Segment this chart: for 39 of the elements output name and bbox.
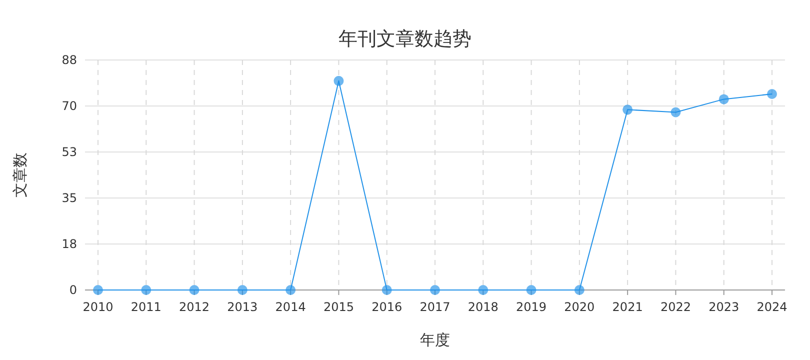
point xyxy=(430,285,440,295)
x-tick-label: 2022 xyxy=(660,300,691,314)
x-tick-label: 2015 xyxy=(323,300,354,314)
x-tick-label: 2011 xyxy=(130,300,162,314)
x-tick-label: 2012 xyxy=(179,300,210,314)
point xyxy=(622,104,633,115)
point xyxy=(382,285,392,295)
x-tick-label: 2021 xyxy=(612,300,643,314)
chart-title: 年刊文章数趋势 xyxy=(338,28,472,50)
point xyxy=(478,285,488,295)
point xyxy=(670,107,681,118)
point xyxy=(526,285,536,295)
y-axis-title: 文章数 xyxy=(11,152,29,198)
point xyxy=(574,285,584,295)
x-tick-label: 2023 xyxy=(708,300,740,314)
y-tick-label: 35 xyxy=(62,191,77,205)
y-tick-label: 18 xyxy=(62,237,77,251)
point xyxy=(718,94,729,104)
point xyxy=(767,88,777,99)
x-tick-label: 2013 xyxy=(227,300,258,314)
y-tick-label: 70 xyxy=(62,99,77,113)
y-tick-label: 88 xyxy=(62,53,77,67)
point xyxy=(334,76,344,86)
y-tick-label: 0 xyxy=(69,283,77,297)
x-tick-label: 2014 xyxy=(275,300,306,314)
x-tick-label: 2024 xyxy=(756,300,788,314)
x-tick-label: 2018 xyxy=(468,300,498,314)
point xyxy=(237,285,248,295)
x-tick-label: 2020 xyxy=(564,300,595,314)
point xyxy=(93,285,103,295)
x-tick-label: 2019 xyxy=(516,300,547,314)
x-tick-label: 2017 xyxy=(420,300,450,314)
point xyxy=(286,285,296,295)
point xyxy=(189,285,200,295)
x-tick-label: 2010 xyxy=(82,300,114,314)
x-tick-label: 2016 xyxy=(372,300,402,314)
y-tick-label: 53 xyxy=(62,145,77,159)
x-axis-title: 年度 xyxy=(420,331,450,349)
point xyxy=(141,285,152,295)
